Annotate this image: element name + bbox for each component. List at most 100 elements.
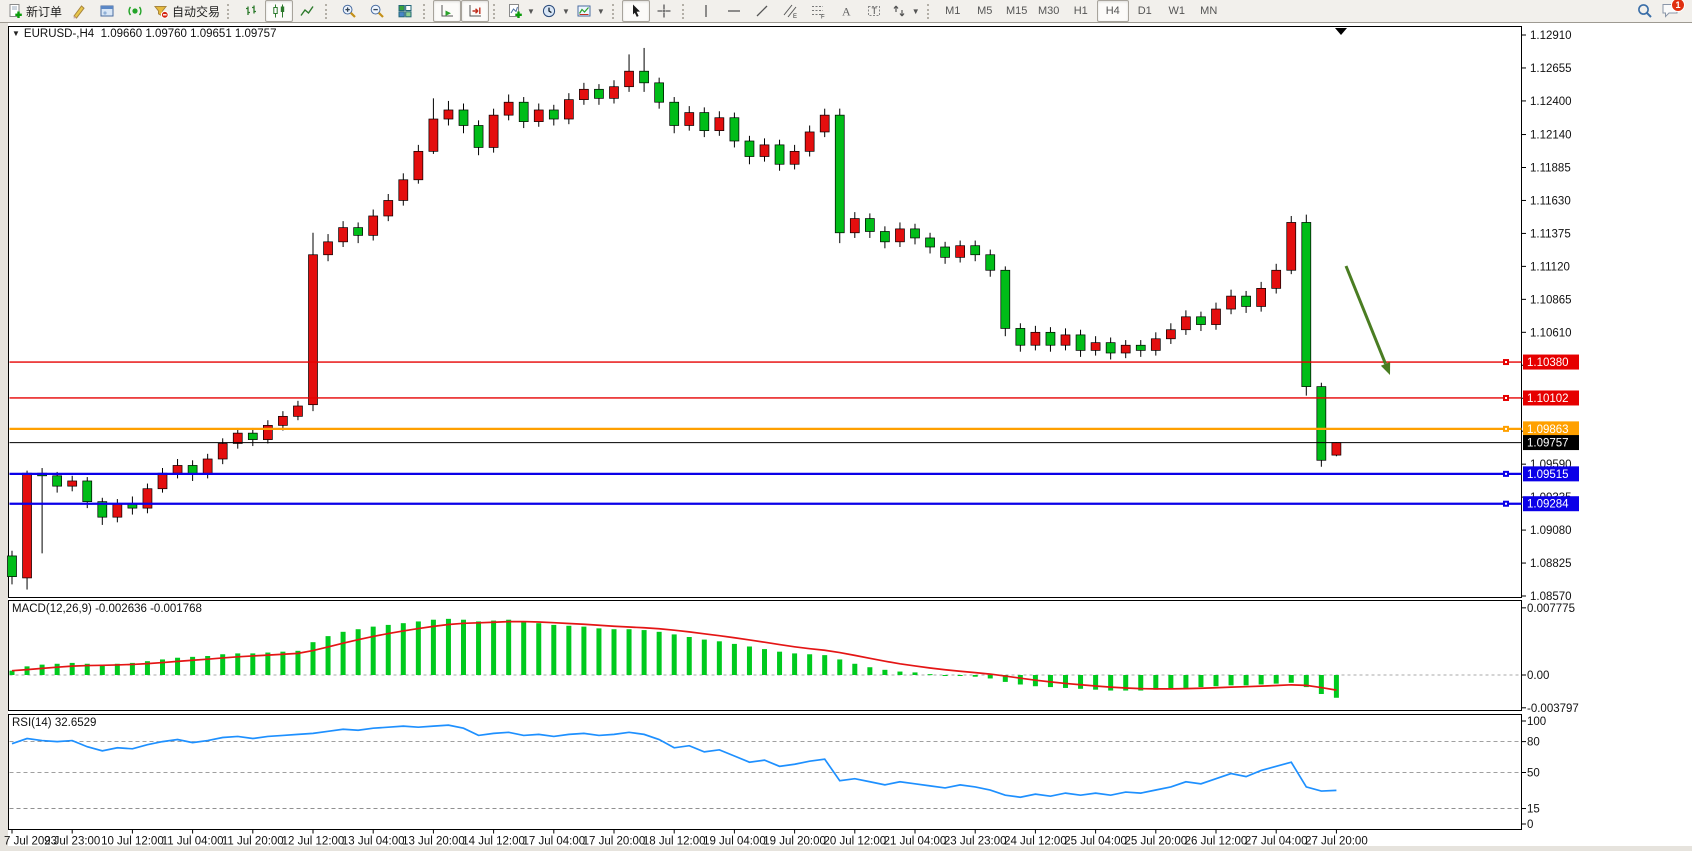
- templates-button[interactable]: ▼: [573, 0, 608, 22]
- tile-windows-icon: [397, 3, 414, 20]
- ohlc-values: 1.09660 1.09760 1.09651 1.09757: [100, 28, 277, 40]
- indicators-button[interactable]: ▼: [503, 0, 538, 22]
- text-icon: A: [837, 3, 854, 20]
- timeframe-M1[interactable]: M1: [945, 5, 961, 17]
- toolbar-grip: [325, 3, 331, 19]
- collapse-arrow-icon[interactable]: ▼: [12, 29, 20, 38]
- signals-button[interactable]: [121, 0, 149, 22]
- autotrading-button[interactable]: 自动交易: [149, 0, 223, 22]
- svg-text:11 Jul 20:00: 11 Jul 20:00: [222, 836, 284, 848]
- zoom-in-button[interactable]: [335, 0, 363, 22]
- line-chart-icon: [299, 3, 316, 20]
- svg-text:T: T: [871, 6, 877, 16]
- svg-text:25 Jul 04:00: 25 Jul 04:00: [1064, 836, 1127, 848]
- svg-text:1.12655: 1.12655: [1530, 63, 1572, 75]
- timeframe-M5[interactable]: M5: [977, 5, 993, 17]
- chevron-down-icon: ▼: [596, 6, 605, 16]
- sell-arrow-annotation: [1344, 265, 1387, 365]
- svg-text:F: F: [821, 15, 825, 20]
- periods-button[interactable]: ▼: [538, 0, 573, 22]
- metaeditor-button[interactable]: [65, 0, 93, 22]
- svg-text:1.10102: 1.10102: [1527, 393, 1569, 405]
- toolbar-grip: [611, 3, 618, 19]
- timeframe-M15[interactable]: M15: [1006, 5, 1028, 17]
- shapes-button[interactable]: ▼: [888, 0, 923, 22]
- channel-icon: E: [781, 3, 798, 20]
- bar-chart-button[interactable]: [237, 0, 265, 22]
- metaeditor-icon: [71, 3, 88, 20]
- text-button[interactable]: A: [832, 0, 860, 22]
- horizontal-line-button[interactable]: [720, 0, 748, 22]
- cursor-icon: [627, 3, 644, 20]
- svg-text:27 Jul 20:00: 27 Jul 20:00: [1305, 836, 1368, 848]
- label-button[interactable]: T: [860, 0, 888, 22]
- svg-text:14 Jul 12:00: 14 Jul 12:00: [462, 836, 525, 848]
- candlestick-button[interactable]: [265, 0, 294, 22]
- periods-icon: [541, 3, 558, 20]
- crosshair-icon: [655, 3, 672, 20]
- chart-shift-marker: [1335, 28, 1347, 35]
- svg-text:E: E: [793, 14, 797, 19]
- svg-text:0.00: 0.00: [1527, 670, 1549, 682]
- svg-text:1.09757: 1.09757: [1527, 438, 1569, 450]
- svg-text:1.10610: 1.10610: [1530, 327, 1572, 339]
- fibonacci-button[interactable]: F: [804, 0, 832, 22]
- timeframe-H1[interactable]: H1: [1073, 5, 1088, 17]
- svg-text:1.08825: 1.08825: [1530, 558, 1572, 570]
- svg-text:23 Jul 23:00: 23 Jul 23:00: [944, 836, 1007, 848]
- chart-shift-icon: [467, 3, 484, 20]
- rsi-line: [11, 724, 1337, 799]
- cursor-button[interactable]: [621, 0, 650, 22]
- tile-windows-button[interactable]: [391, 0, 419, 22]
- svg-text:10 Jul 12:00: 10 Jul 12:00: [101, 836, 164, 848]
- chart-canvas[interactable]: 1.12910 1.12655 1.12400 1.12140 1.11885 1.116…: [0, 23, 1692, 851]
- shapes-icon: [891, 3, 908, 20]
- toolbar-grip: [681, 3, 688, 19]
- svg-text:1.09515: 1.09515: [1527, 469, 1569, 481]
- svg-text:13 Jul 04:00: 13 Jul 04:00: [342, 836, 405, 848]
- autotrading-label: 自动交易: [172, 4, 221, 19]
- chart-title: ▼ EURUSD-,H4 1.09660 1.09760 1.09651 1.09…: [12, 28, 276, 40]
- svg-text:1.10380: 1.10380: [1527, 357, 1569, 369]
- svg-text:19 Jul 20:00: 19 Jul 20:00: [763, 836, 826, 848]
- svg-text:1.10865: 1.10865: [1530, 294, 1572, 306]
- vertical-line-button[interactable]: [692, 0, 720, 22]
- crosshair-button[interactable]: [650, 0, 678, 22]
- chart-area[interactable]: 1.12910 1.12655 1.12400 1.12140 1.11885 1.116…: [0, 23, 1692, 851]
- toolbar-grip: [423, 3, 429, 19]
- zoom-group: [335, 0, 419, 22]
- right-tools: 1: [1636, 0, 1689, 20]
- notifications-button[interactable]: 1: [1661, 0, 1685, 20]
- macd-pane: [9, 607, 1526, 709]
- new-order-button[interactable]: 新订单: [3, 0, 65, 22]
- svg-text:50: 50: [1527, 768, 1540, 780]
- rsi-indicator-label: RSI(14) 32.6529: [12, 717, 97, 729]
- bar-chart-icon: [243, 3, 260, 20]
- timeframe-M30[interactable]: M30: [1038, 5, 1060, 17]
- svg-text:1.11630: 1.11630: [1530, 195, 1571, 207]
- auto-scroll-button[interactable]: [433, 0, 462, 22]
- trade-group: 新订单 自动交易: [3, 0, 223, 22]
- timeframe-W1[interactable]: W1: [1168, 5, 1185, 17]
- search-icon[interactable]: [1636, 3, 1653, 20]
- svg-text:1.09080: 1.09080: [1530, 525, 1572, 537]
- svg-text:0: 0: [1527, 819, 1533, 831]
- scroll-group: [433, 0, 490, 22]
- timeframe-D1[interactable]: D1: [1137, 5, 1152, 17]
- chart-shift-button[interactable]: [461, 0, 490, 22]
- terminal-icon: [99, 3, 116, 20]
- zoom-in-icon: [341, 3, 358, 20]
- vertical-line-icon: [697, 3, 714, 20]
- svg-text:17 Jul 04:00: 17 Jul 04:00: [522, 836, 585, 848]
- timeframe-H4[interactable]: H4: [1096, 0, 1129, 22]
- svg-text:1.09284: 1.09284: [1527, 499, 1569, 511]
- line-chart-button[interactable]: [293, 0, 321, 22]
- channel-button[interactable]: E: [776, 0, 804, 22]
- trendline-icon: [753, 3, 770, 20]
- terminal-button[interactable]: [93, 0, 121, 22]
- zoom-out-button[interactable]: [363, 0, 391, 22]
- svg-text:0.007775: 0.007775: [1527, 603, 1575, 615]
- timeframe-MN[interactable]: MN: [1200, 5, 1218, 17]
- svg-text:1.09863: 1.09863: [1527, 424, 1569, 436]
- trendline-button[interactable]: [748, 0, 776, 22]
